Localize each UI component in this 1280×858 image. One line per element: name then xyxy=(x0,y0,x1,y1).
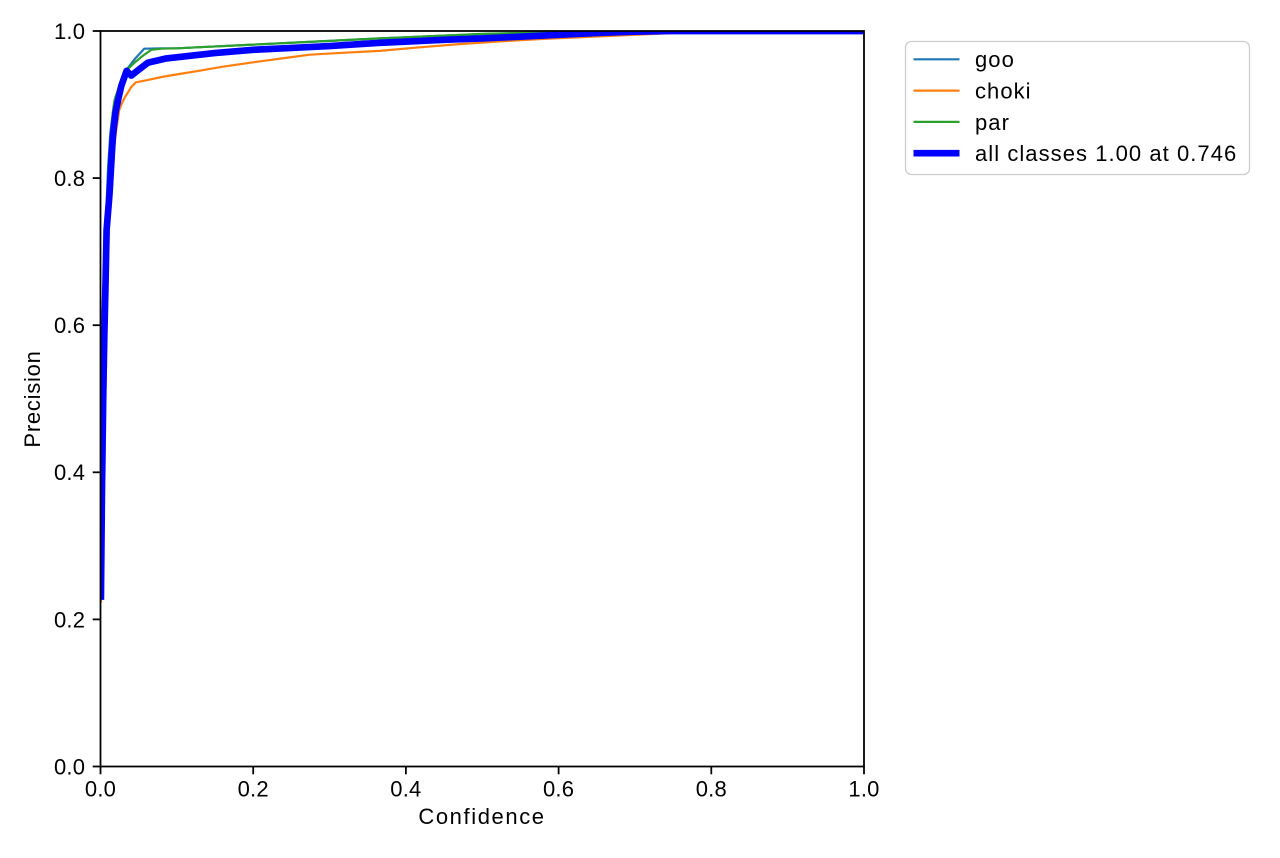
svg-text:0.4: 0.4 xyxy=(54,460,85,485)
svg-text:0.8: 0.8 xyxy=(54,166,85,191)
svg-text:par: par xyxy=(975,110,1010,135)
svg-text:0.8: 0.8 xyxy=(696,777,727,802)
svg-text:1.0: 1.0 xyxy=(54,19,85,44)
svg-text:Precision: Precision xyxy=(20,350,45,447)
svg-text:all classes 1.00 at 0.746: all classes 1.00 at 0.746 xyxy=(975,141,1237,166)
svg-text:1.0: 1.0 xyxy=(848,777,879,802)
svg-text:0.2: 0.2 xyxy=(54,607,85,632)
svg-text:0.6: 0.6 xyxy=(54,313,85,338)
svg-text:0.4: 0.4 xyxy=(390,777,421,802)
svg-text:0.0: 0.0 xyxy=(54,754,85,779)
svg-text:Confidence: Confidence xyxy=(418,804,545,829)
svg-text:0.2: 0.2 xyxy=(238,777,269,802)
svg-text:goo: goo xyxy=(975,47,1015,72)
svg-text:0.6: 0.6 xyxy=(543,777,574,802)
svg-text:choki: choki xyxy=(975,79,1032,104)
svg-text:0.0: 0.0 xyxy=(85,777,116,802)
